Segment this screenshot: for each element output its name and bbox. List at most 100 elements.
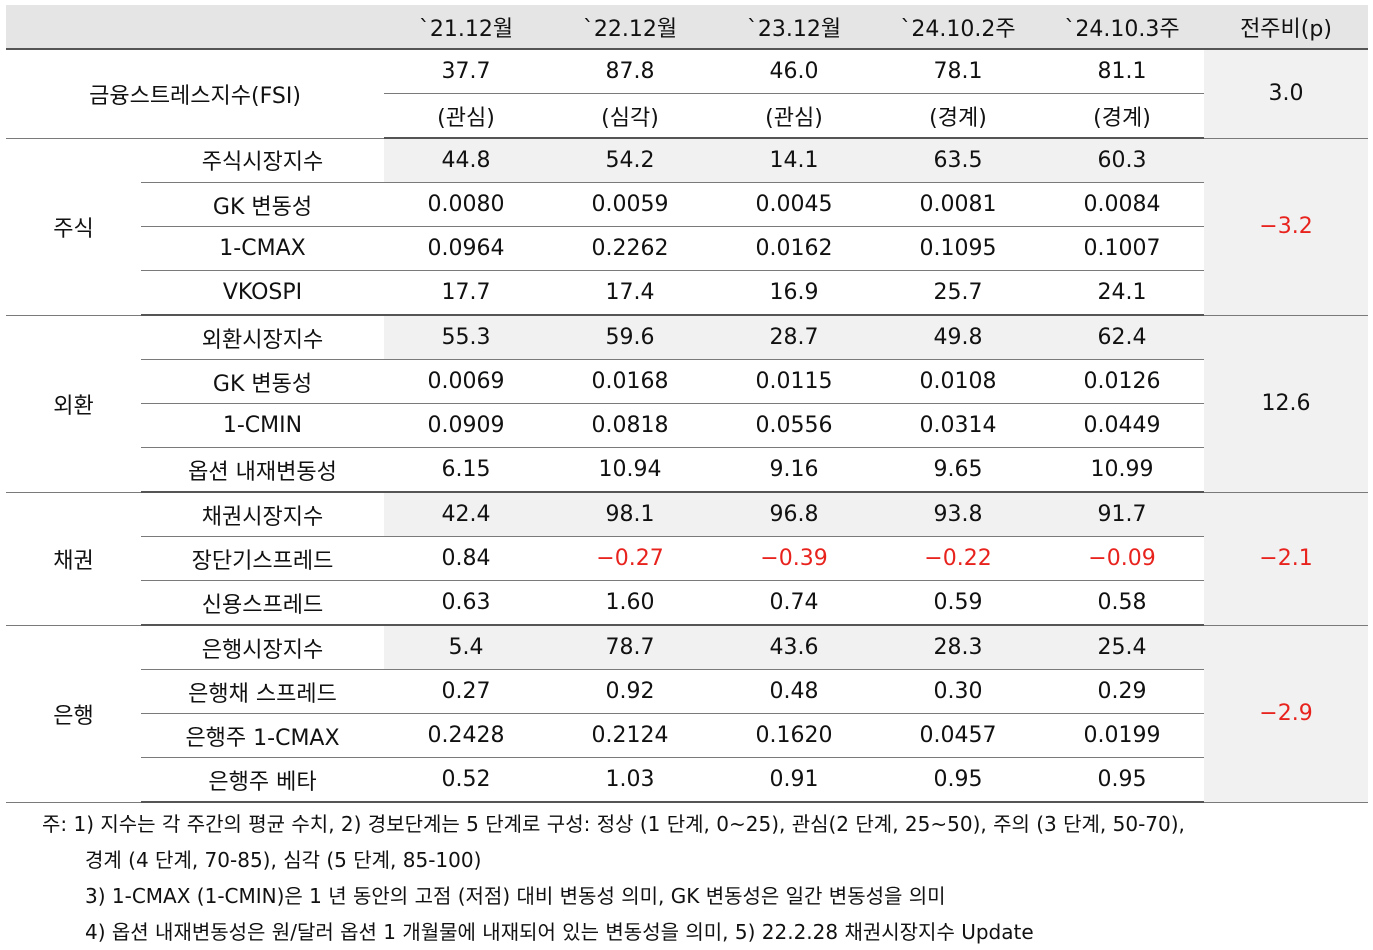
indicator-value: 9.16 [712,447,876,493]
indicator-value: 49.8 [876,315,1040,360]
indicator-value: 0.0045 [712,182,876,227]
indicator-value: 0.0818 [548,403,712,448]
table-row: VKOSPI 17.7 17.4 16.9 25.7 24.1 [6,270,1368,316]
header-period: `21.12월 [384,5,548,50]
indicator-value: 0.0069 [384,359,548,404]
indicator-value: 54.2 [548,138,712,183]
indicator-value: 60.3 [1040,138,1204,183]
indicator-value: 0.0964 [384,226,548,271]
fsi-value: 46.0 [712,49,876,94]
indicator-value: 0.0162 [712,226,876,271]
indicator-value: 59.6 [548,315,712,360]
indicator-value: 0.0108 [876,359,1040,404]
group-label: 채권 [6,492,141,626]
indicator-value: 0.2124 [548,713,712,758]
fsi-value: 87.8 [548,49,712,94]
table-row: 주식 주식시장지수 44.8 54.2 14.1 63.5 60.3 −3.2 [6,138,1368,316]
indicator-value: 0.63 [384,580,548,626]
indicator-value: 0.0081 [876,182,1040,227]
indicator-value: −0.09 [1040,536,1204,581]
indicator-label: 장단기스프레드 [141,536,384,581]
table-row: 은행채 스프레드 0.27 0.92 0.48 0.30 0.29 [6,669,1368,714]
table-row: 채권 채권시장지수 42.4 98.1 96.8 93.8 91.7 −2.1 [6,492,1368,626]
indicator-value: 0.0556 [712,403,876,448]
table-row: 옵션 내재변동성 6.15 10.94 9.16 9.65 10.99 [6,447,1368,493]
fsi-value: 81.1 [1040,49,1204,94]
fsi-level: (경계) [1040,93,1204,139]
indicator-value: 78.7 [548,625,712,670]
table-row: 1-CMAX 0.0964 0.2262 0.0162 0.1095 0.1007 [6,226,1368,271]
fsi-level: (심각) [548,93,712,139]
footnotes: 주: 1) 지수는 각 주간의 평균 수치, 2) 경보단계는 5 단계로 구성… [42,806,1362,950]
indicator-label: 은행주 1-CMAX [141,713,384,758]
fsi-level: (관심) [712,93,876,139]
header-row: `21.12월 `22.12월 `23.12월 `24.10.2주 `24.10… [6,5,1368,50]
indicator-value: 9.65 [876,447,1040,493]
table-row: 1-CMIN 0.0909 0.0818 0.0556 0.0314 0.0449 [6,403,1368,448]
indicator-value: 0.0909 [384,403,548,448]
indicator-value: 0.27 [384,669,548,714]
indicator-label: GK 변동성 [141,182,384,227]
indicator-value: 0.91 [712,757,876,803]
indicator-value: 98.1 [548,492,712,537]
indicator-label: VKOSPI [141,270,384,316]
footnote-line: 4) 옵션 내재변동성은 원/달러 옵션 1 개월물에 내재되어 있는 변동성을… [85,920,1034,944]
indicator-value: 0.0059 [548,182,712,227]
indicator-value: 10.94 [548,447,712,493]
indicator-value: 0.74 [712,580,876,626]
indicator-label: 은행시장지수 [141,625,384,670]
fsi-table: `21.12월 `22.12월 `23.12월 `24.10.2주 `24.10… [6,5,1368,803]
indicator-value: 0.59 [876,580,1040,626]
footnote-line: 3) 1-CMAX (1-CMIN)은 1 년 동안의 고점 (저점) 대비 변… [85,884,946,908]
header-period: `24.10.2주 [876,5,1040,50]
indicator-value: 0.52 [384,757,548,803]
indicator-value: 0.1007 [1040,226,1204,271]
indicator-value: 0.1620 [712,713,876,758]
indicator-value: −0.22 [876,536,1040,581]
indicator-value: 0.58 [1040,580,1204,626]
indicator-label: 신용스프레드 [141,580,384,626]
indicator-value: 16.9 [712,270,876,316]
indicator-value: 0.0126 [1040,359,1204,404]
indicator-value: 43.6 [712,625,876,670]
indicator-value: 0.48 [712,669,876,714]
indicator-value: 24.1 [1040,270,1204,316]
fsi-label: 금융스트레스지수(FSI) [6,49,384,139]
indicator-value: 0.2262 [548,226,712,271]
indicator-value: 0.0084 [1040,182,1204,227]
indicator-label: 은행주 베타 [141,757,384,803]
indicator-value: −0.27 [548,536,712,581]
fsi-value: 37.7 [384,49,548,94]
table-row: GK 변동성 0.0080 0.0059 0.0045 0.0081 0.0084 [6,182,1368,227]
indicator-value: 28.7 [712,315,876,360]
indicator-label: 외환시장지수 [141,315,384,360]
group-change: 12.6 [1204,315,1368,493]
header-blank [6,5,384,50]
indicator-value: 0.95 [876,757,1040,803]
indicator-value: 0.30 [876,669,1040,714]
indicator-value: 10.99 [1040,447,1204,493]
indicator-value: 0.0314 [876,403,1040,448]
indicator-value: 0.0115 [712,359,876,404]
table-row: 외환 외환시장지수 55.3 59.6 28.7 49.8 62.4 12.6 [6,315,1368,493]
indicator-value: 63.5 [876,138,1040,183]
indicator-value: 0.84 [384,536,548,581]
indicator-value: 62.4 [1040,315,1204,360]
indicator-label: 옵션 내재변동성 [141,447,384,493]
group-change: −2.9 [1204,625,1368,803]
fsi-level-row: (관심) (심각) (관심) (경계) (경계) [6,93,1368,139]
fsi-change: 3.0 [1204,49,1368,139]
indicator-value: 1.03 [548,757,712,803]
indicator-value: 25.4 [1040,625,1204,670]
group-change: −2.1 [1204,492,1368,626]
indicator-value: 55.3 [384,315,548,360]
group-change: −3.2 [1204,138,1368,316]
indicator-value: 1.60 [548,580,712,626]
footnote-line: 경계 (4 단계, 70-85), 심각 (5 단계, 85-100) [85,848,482,872]
indicator-value: 0.0449 [1040,403,1204,448]
indicator-label: 1-CMIN [141,403,384,448]
indicator-value: 93.8 [876,492,1040,537]
indicator-value: 17.7 [384,270,548,316]
indicator-value: 91.7 [1040,492,1204,537]
fsi-value-row: 금융스트레스지수(FSI) 37.7 87.8 46.0 78.1 81.1 3… [6,49,1368,139]
